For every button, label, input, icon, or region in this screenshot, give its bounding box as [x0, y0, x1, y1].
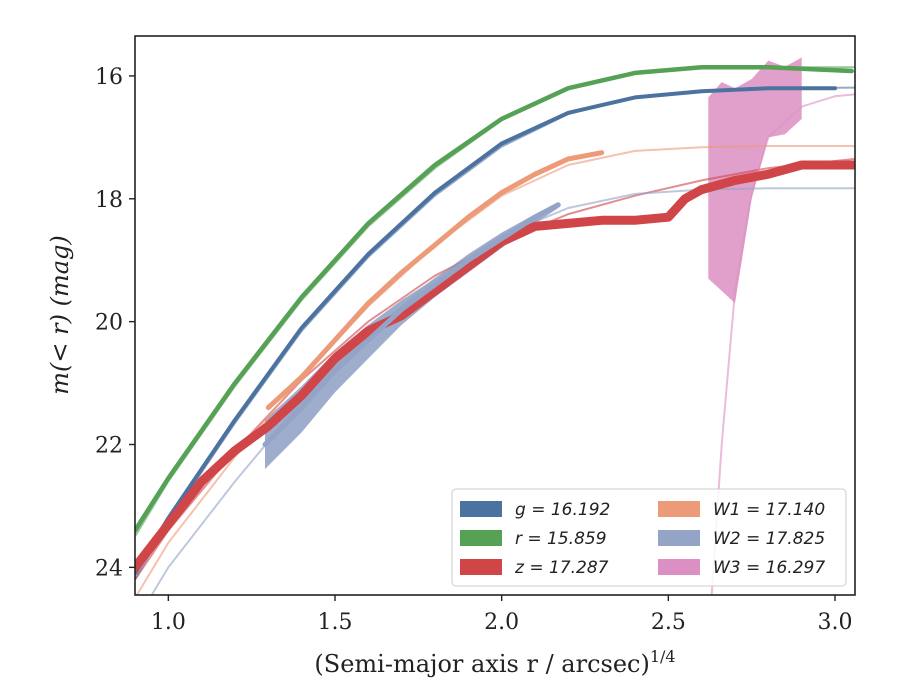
- band-w2-17-825: [265, 201, 559, 470]
- legend-label-w3-16-297: W3 = 16.297: [713, 558, 825, 578]
- legend-swatch-z-17-287: [460, 559, 502, 575]
- y-axis-label: m(< r) (mag): [46, 235, 74, 394]
- legend-swatch-r-15-859: [460, 530, 502, 546]
- y-tick-label: 20: [95, 311, 123, 336]
- y-tick-label: 16: [95, 65, 123, 90]
- profile-z-17-287: [135, 160, 855, 572]
- fit-curve-w3-16-297: [710, 93, 855, 595]
- x-tick-label: 2.0: [484, 610, 519, 635]
- uncertainty-bands: [265, 57, 802, 470]
- profile-r-15-859: [135, 65, 854, 533]
- x-tick-label: 1.5: [318, 610, 353, 635]
- profile-g-16-192: [135, 86, 837, 576]
- legend-swatch-g-16-192: [460, 501, 502, 517]
- y-tick-label: 24: [95, 556, 123, 581]
- x-axis-label-main: (Semi-major axis r / arcsec): [314, 650, 649, 678]
- x-tick-label: 3.0: [818, 610, 853, 635]
- legend-label-g-16-192: g = 16.192: [515, 500, 610, 520]
- legend-label-w2-17-825: W2 = 17.825: [713, 529, 825, 549]
- x-axis-label: (Semi-major axis r / arcsec)1/4: [314, 647, 675, 678]
- profile-w1-17-140: [265, 150, 605, 411]
- plot-area: [135, 57, 855, 595]
- legend-box: [451, 488, 847, 587]
- x-tick-label: 1.0: [151, 610, 186, 635]
- x-axis: 1.0 1.5 2.0 2.5 3.0: [151, 595, 853, 635]
- legend-swatch-w1-17-140: [658, 501, 700, 517]
- y-tick-label: 22: [95, 434, 123, 459]
- x-axis-label-superscript: 1/4: [650, 647, 676, 666]
- y-axis: 16 18 20 22 24: [95, 65, 135, 581]
- legend-label-w1-17-140: W1 = 17.140: [713, 500, 825, 520]
- legend-swatch-w2-17-825: [658, 530, 700, 546]
- profile-w2-17-825: [262, 202, 561, 447]
- legend-label-z-17-287: z = 17.287: [514, 558, 609, 578]
- legend: g = 16.192 r = 15.859 z = 17.287 W1 = 17.14…: [451, 488, 847, 587]
- plot-frame: [134, 35, 856, 596]
- legend-swatch-w3-16-297: [658, 559, 700, 575]
- profile-curves: [135, 65, 855, 576]
- legend-label-r-15-859: r = 15.859: [515, 529, 607, 549]
- y-tick-label: 18: [95, 188, 123, 213]
- x-tick-label: 2.5: [651, 610, 686, 635]
